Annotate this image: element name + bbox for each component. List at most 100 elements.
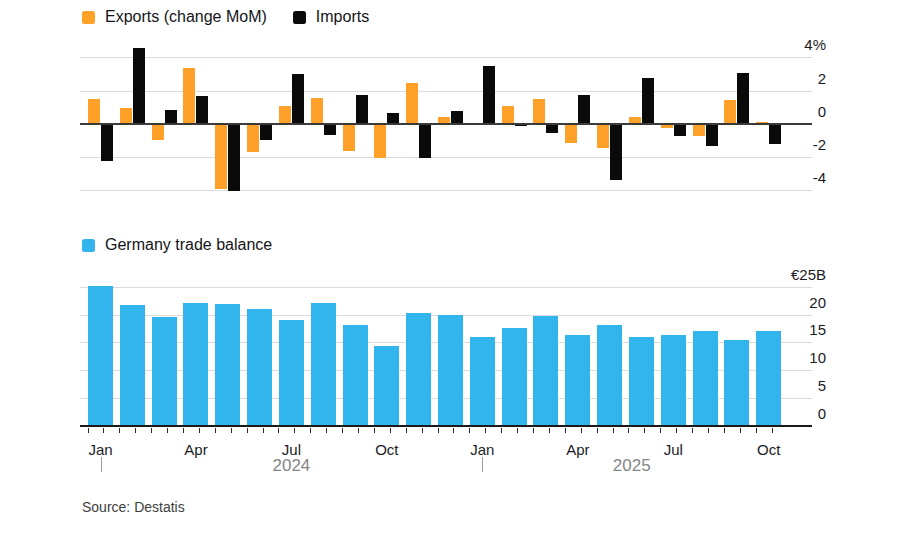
bar-exports-feb-2025 <box>502 106 514 124</box>
x-axis-tick <box>88 428 89 433</box>
bar-imports-jun-2025 <box>642 78 654 125</box>
bar-balance-apr-2025 <box>565 335 590 427</box>
gridline <box>80 287 812 288</box>
x-axis-tick <box>581 428 582 433</box>
x-axis-tick <box>422 428 423 433</box>
bar-balance-may-2024 <box>215 304 240 426</box>
bar-balance-may-2025 <box>597 325 622 427</box>
bar-exports-aug-2025 <box>693 124 705 136</box>
zero-axis-line <box>80 425 812 427</box>
bar-balance-jan-2024 <box>88 286 113 426</box>
x-axis-month-label: Apr <box>566 441 589 458</box>
exports-legend-label: Exports (change MoM) <box>105 8 267 26</box>
bar-balance-feb-2025 <box>502 328 527 426</box>
balance-legend-label: Germany trade balance <box>105 236 272 254</box>
bar-imports-nov-2024 <box>419 124 431 157</box>
y-axis-label: 5 <box>766 377 826 394</box>
x-axis-tick <box>342 428 343 433</box>
legend-exports-imports: Exports (change MoM) Imports <box>82 8 369 26</box>
x-axis-tick <box>103 428 104 433</box>
legend-trade-balance: Germany trade balance <box>82 236 272 254</box>
y-axis-label: 0 <box>766 405 826 422</box>
bar-balance-jul-2025 <box>661 335 686 427</box>
x-axis-tick <box>644 428 645 433</box>
bar-exports-mar-2024 <box>152 124 164 140</box>
x-axis-tick <box>294 428 295 433</box>
gridline <box>80 57 812 58</box>
y-axis-label: 20 <box>766 294 826 311</box>
x-axis-tick <box>756 428 757 433</box>
bar-balance-jul-2024 <box>279 320 304 427</box>
bar-balance-sep-2025 <box>724 340 749 426</box>
bar-exports-oct-2024 <box>374 124 386 157</box>
x-axis-tick <box>183 428 184 433</box>
bar-balance-jan-2025 <box>470 337 495 427</box>
bar-exports-aug-2024 <box>311 98 323 125</box>
x-axis-tick <box>724 428 725 433</box>
year-separator <box>101 457 102 472</box>
x-axis-tick <box>390 428 391 433</box>
bar-exports-jul-2024 <box>279 106 291 124</box>
imports-swatch <box>293 11 306 24</box>
exports-swatch <box>82 11 95 24</box>
x-axis-tick <box>310 428 311 433</box>
bar-balance-sep-2024 <box>343 325 368 426</box>
year-label: 2025 <box>613 456 651 476</box>
bar-balance-apr-2024 <box>183 303 208 426</box>
x-axis-tick <box>406 428 407 433</box>
x-axis-tick <box>167 428 168 433</box>
y-axis-label: €25B <box>766 266 826 283</box>
x-axis-tick <box>438 428 439 433</box>
x-axis-month-label: Jan <box>88 441 112 458</box>
gridline <box>80 190 812 191</box>
bar-exports-may-2025 <box>597 124 609 148</box>
bar-imports-mar-2025 <box>546 124 558 132</box>
x-axis-tick <box>453 428 454 433</box>
bar-exports-may-2024 <box>215 124 227 189</box>
x-axis-month-label: Apr <box>184 441 207 458</box>
x-axis-tick <box>708 428 709 433</box>
bar-balance-jun-2024 <box>247 309 272 426</box>
x-axis-tick <box>517 428 518 433</box>
x-axis-tick <box>740 428 741 433</box>
bar-imports-may-2024 <box>228 124 240 191</box>
x-axis-month-label: Oct <box>757 441 780 458</box>
bar-imports-apr-2024 <box>196 96 208 124</box>
y-axis-label: -4 <box>766 169 826 186</box>
x-axis-month-label: Jan <box>470 441 494 458</box>
bar-exports-apr-2024 <box>183 68 195 125</box>
x-axis-tick <box>676 428 677 433</box>
bar-imports-jun-2024 <box>260 124 272 140</box>
x-axis-tick <box>549 428 550 433</box>
x-axis-tick <box>215 428 216 433</box>
gridline <box>80 157 812 158</box>
x-axis-tick <box>358 428 359 433</box>
bar-imports-jul-2025 <box>674 124 686 136</box>
bar-exports-mar-2025 <box>533 99 545 124</box>
x-axis-tick <box>263 428 264 433</box>
bar-balance-mar-2024 <box>152 317 177 427</box>
x-axis-tick <box>247 428 248 433</box>
y-axis-label: -2 <box>766 136 826 153</box>
x-axis-tick <box>278 428 279 433</box>
x-axis-tick <box>565 428 566 433</box>
bar-exports-nov-2024 <box>406 83 418 125</box>
bar-imports-jul-2024 <box>292 74 304 124</box>
bar-balance-oct-2024 <box>374 346 399 427</box>
bar-balance-dec-2024 <box>438 315 463 426</box>
bar-exports-jan-2024 <box>88 99 100 124</box>
bar-imports-sep-2024 <box>356 95 368 124</box>
bar-imports-mar-2024 <box>165 110 177 124</box>
year-separator <box>482 457 483 472</box>
bar-imports-sep-2025 <box>737 73 749 125</box>
bar-exports-feb-2024 <box>120 108 132 124</box>
bar-balance-aug-2024 <box>311 303 336 426</box>
x-axis-tick <box>597 428 598 433</box>
x-axis-tick <box>660 428 661 433</box>
x-axis-tick <box>374 428 375 433</box>
y-axis-label: 4% <box>766 36 826 53</box>
bar-exports-apr-2025 <box>565 124 577 143</box>
imports-legend-label: Imports <box>316 8 369 26</box>
balance-swatch <box>82 239 95 252</box>
x-axis-tick <box>231 428 232 433</box>
